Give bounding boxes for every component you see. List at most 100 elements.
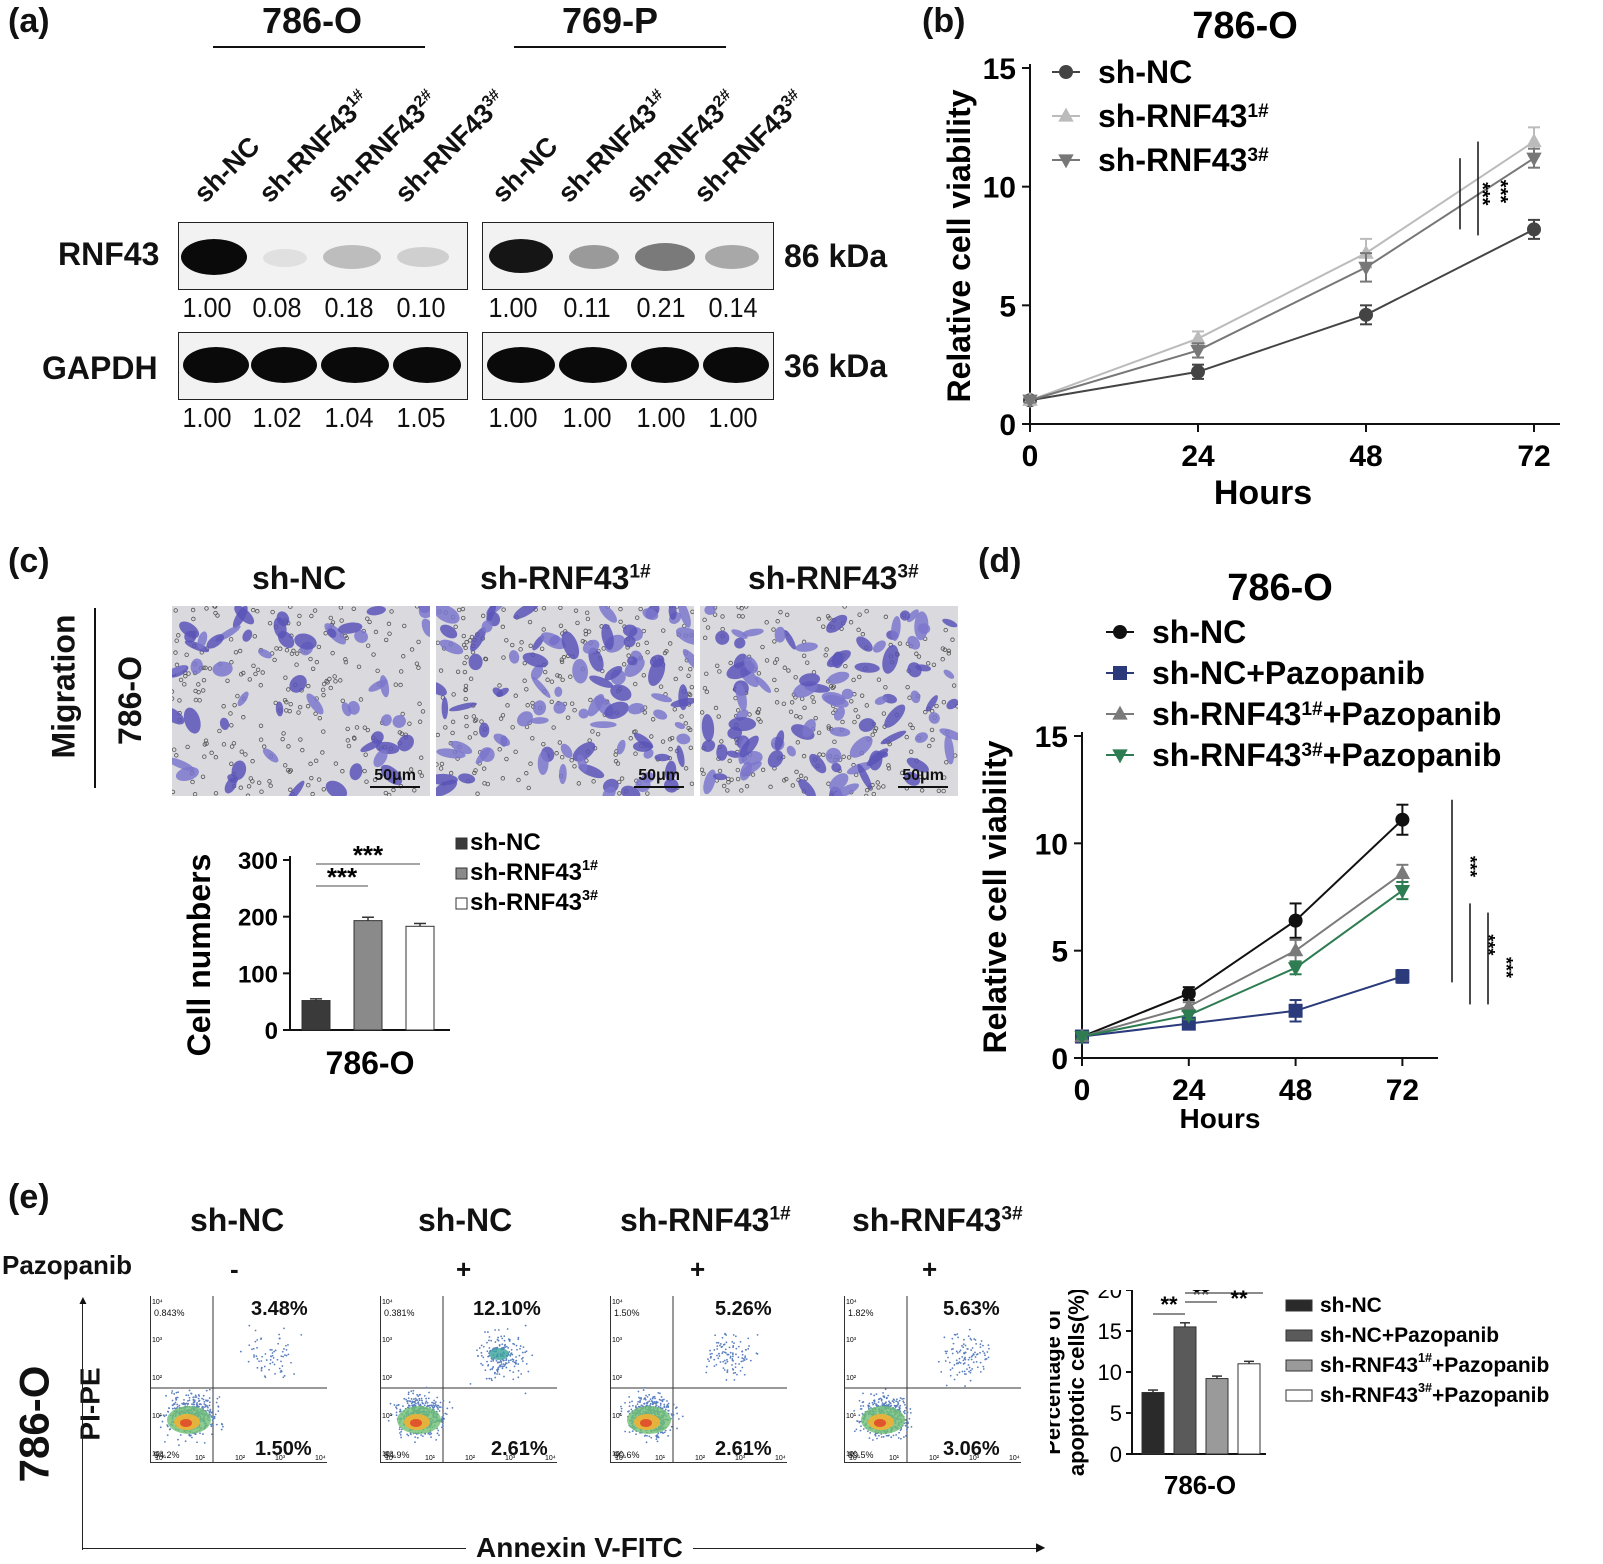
pore: [943, 627, 948, 633]
event-dot: [416, 1436, 419, 1439]
stained-cell: [675, 627, 694, 645]
event-dot: [421, 1435, 424, 1438]
pore: [324, 678, 329, 684]
event-dot: [968, 1328, 971, 1331]
pore: [402, 623, 407, 629]
pore: [522, 678, 527, 683]
event-dot: [206, 1409, 209, 1412]
event-dot: [949, 1374, 952, 1377]
pore: [300, 747, 305, 753]
pore: [712, 612, 718, 617]
event-dot: [516, 1348, 518, 1351]
pore: [450, 730, 455, 736]
event-dot: [192, 1398, 195, 1401]
event-dot: [721, 1352, 724, 1355]
legend-label: sh-RNF431#: [1098, 98, 1269, 134]
y-tick-label: 15: [983, 53, 1016, 86]
x-tick-label: 10³: [735, 1455, 746, 1462]
event-dot: [723, 1369, 726, 1371]
event-dot: [407, 1434, 410, 1437]
pore: [543, 669, 548, 675]
pi-pe-arrow: [82, 1300, 83, 1550]
event-dot: [448, 1401, 451, 1403]
event-dot: [178, 1444, 180, 1447]
event-dot: [749, 1359, 752, 1362]
event-dot: [663, 1405, 666, 1408]
event-dot: [159, 1415, 161, 1417]
pore: [516, 777, 521, 783]
x-tick-label: 72: [1386, 1074, 1419, 1107]
stained-cell: [701, 739, 716, 752]
event-dot: [202, 1433, 204, 1435]
event-dot: [875, 1393, 878, 1396]
event-dot: [671, 1410, 674, 1412]
event-dot: [967, 1335, 970, 1338]
event-dot: [902, 1411, 905, 1413]
significance-stars: ***: [1460, 856, 1480, 877]
pore: [455, 669, 461, 674]
event-dot: [722, 1360, 725, 1363]
pore: [774, 687, 779, 693]
pore: [308, 656, 313, 662]
event-dot: [661, 1400, 664, 1403]
event-dot: [524, 1392, 527, 1395]
event-dot: [877, 1398, 880, 1401]
event-dot: [958, 1361, 961, 1364]
x-tick-label: 10¹: [889, 1455, 900, 1462]
event-dot: [709, 1349, 711, 1352]
event-dot: [211, 1433, 213, 1436]
x-tick-label: 48: [1349, 440, 1382, 473]
bar: [1173, 1326, 1197, 1455]
pore: [720, 614, 725, 619]
event-dot: [441, 1406, 444, 1409]
event-dot: [973, 1338, 976, 1340]
event-dot: [862, 1401, 865, 1403]
event-dot: [725, 1379, 728, 1381]
event-dot: [645, 1394, 647, 1397]
event-dot: [176, 1396, 179, 1399]
pore: [500, 624, 506, 630]
event-dot: [983, 1352, 986, 1354]
event-dot: [159, 1426, 162, 1429]
event-dot: [503, 1335, 506, 1338]
event-dot: [173, 1407, 176, 1410]
event-dot: [422, 1402, 424, 1405]
size-label-86kda: 86 kDa: [784, 238, 888, 274]
stained-cell: [242, 629, 253, 642]
event-dot: [427, 1432, 430, 1435]
event-dot: [713, 1365, 716, 1367]
event-dot: [659, 1402, 662, 1405]
pore: [794, 769, 799, 775]
pore: [203, 738, 209, 743]
pore: [464, 639, 469, 645]
pore: [798, 773, 804, 779]
pore: [467, 735, 473, 740]
event-dot: [436, 1396, 439, 1399]
event-dot: [217, 1405, 220, 1408]
stained-cell: [914, 611, 929, 641]
event-dot: [718, 1355, 721, 1357]
event-dot: [413, 1403, 416, 1406]
pore: [923, 709, 928, 715]
panel-d-label: (d): [978, 542, 1022, 580]
pore: [736, 613, 742, 619]
series-line: [1081, 818, 1404, 1038]
event-dot: [732, 1353, 734, 1356]
flow-condition-title: sh-NC: [190, 1202, 285, 1238]
pore: [282, 697, 288, 703]
pore: [510, 725, 515, 730]
event-dot: [276, 1358, 279, 1361]
event-dot: [709, 1356, 712, 1359]
y-tick-label: 0: [265, 1018, 278, 1045]
event-dot: [892, 1434, 895, 1437]
pore: [569, 758, 574, 763]
data-point: [1394, 884, 1411, 899]
event-dot: [405, 1398, 407, 1401]
event-dot: [880, 1436, 883, 1438]
pore: [243, 752, 248, 757]
x-tick-label: 10³: [275, 1455, 286, 1462]
pore: [464, 714, 469, 720]
pore: [528, 643, 533, 648]
event-dot: [509, 1369, 511, 1372]
pore: [909, 749, 914, 754]
